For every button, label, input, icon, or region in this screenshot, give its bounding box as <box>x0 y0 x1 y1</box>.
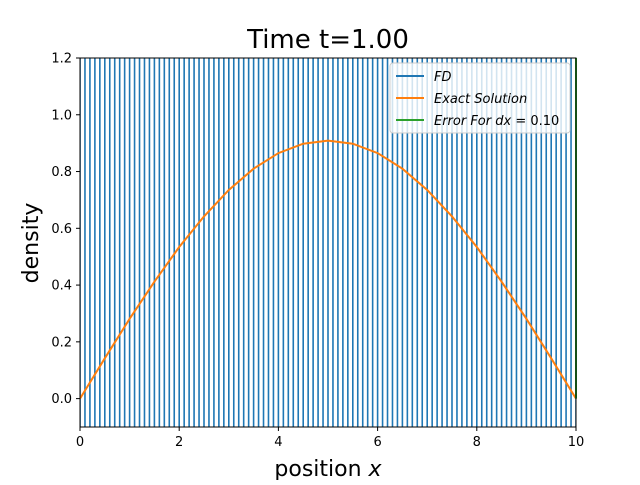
y-axis-label: density <box>19 203 44 284</box>
x-tick-label: 8 <box>473 435 481 450</box>
y-tick-label: 1.0 <box>51 108 72 123</box>
y-tick-label: 0.2 <box>51 335 72 350</box>
x-axis-label: position x <box>274 457 382 480</box>
legend-fd-label: FD <box>434 70 452 85</box>
exact-solution-line <box>80 139 576 400</box>
fd-series <box>80 58 576 427</box>
legend-error-label-value: = 0.10 <box>511 114 559 129</box>
legend-exact-label: Exact Solution <box>434 92 527 107</box>
y-tick-label: 0.6 <box>51 222 72 237</box>
x-axis-label-var: x <box>368 457 383 480</box>
plot-area <box>79 57 577 428</box>
x-tick-label: 4 <box>274 435 282 450</box>
fd-series-line <box>80 58 576 427</box>
x-axis: 0 2 4 6 8 10 <box>76 427 584 450</box>
x-tick-label: 2 <box>175 435 183 450</box>
x-tick-label: 0 <box>76 435 84 450</box>
legend-error-label-text: Error For dx <box>434 114 511 129</box>
x-tick-label: 10 <box>568 435 585 450</box>
y-axis: 0.0 0.2 0.4 0.6 0.8 1.0 1.2 <box>51 52 80 407</box>
chart-title: Time t=1.00 <box>246 25 409 55</box>
x-tick-label: 6 <box>373 435 381 450</box>
legend: FD Exact Solution Error For dx = 0.10 <box>389 62 571 134</box>
y-tick-label: 1.2 <box>51 52 72 67</box>
x-axis-label-prefix: position <box>274 457 368 480</box>
y-tick-label: 0.4 <box>51 279 72 294</box>
y-tick-label: 0.0 <box>51 392 72 407</box>
y-tick-label: 0.8 <box>51 165 72 180</box>
legend-error-label: Error For dx = 0.10 <box>434 114 559 129</box>
legend-box <box>389 62 571 134</box>
plot-frame <box>79 57 577 428</box>
